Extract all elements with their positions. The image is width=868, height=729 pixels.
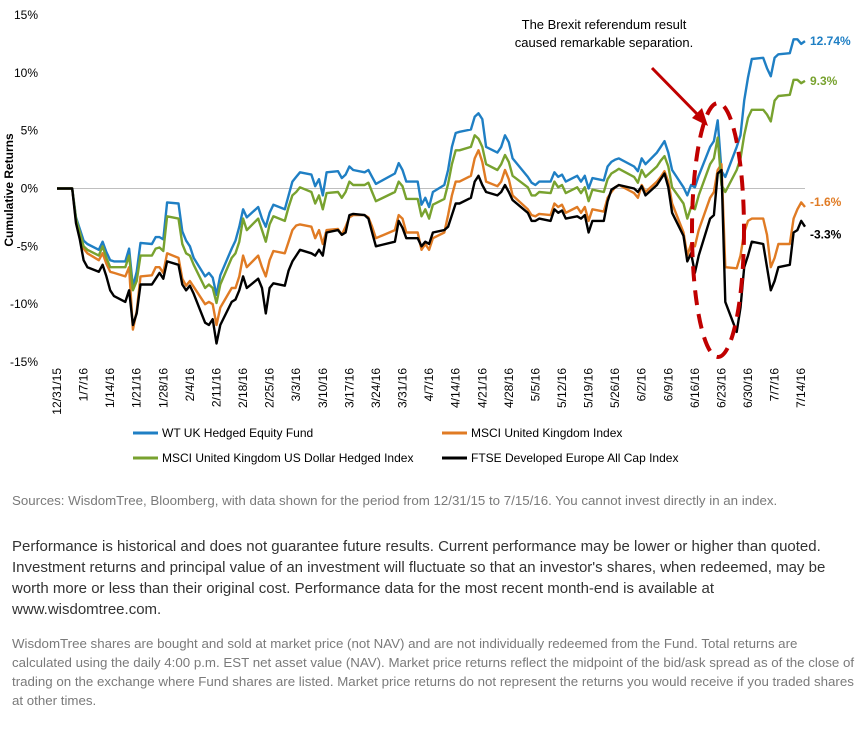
end-label-1: 12.74% <box>810 34 851 48</box>
x-tick-label: 2/11/16 <box>209 368 223 407</box>
x-tick-label: 3/17/16 <box>342 368 356 408</box>
series-line-4 <box>57 168 807 345</box>
x-tick-label: 3/31/16 <box>396 368 410 408</box>
y-tick-label: 0% <box>21 182 39 196</box>
x-tick-label: 6/30/16 <box>741 368 755 408</box>
x-tick-label: 6/16/16 <box>688 368 702 408</box>
x-tick-label: 4/21/16 <box>475 368 489 408</box>
legend-label-3: MSCI United Kingdom US Dollar Hedged Ind… <box>162 451 413 465</box>
x-tick-label: 2/18/16 <box>236 368 250 408</box>
x-tick-label: 1/21/16 <box>130 368 144 408</box>
x-tick-label: 6/23/16 <box>714 368 728 408</box>
y-tick-label: 15% <box>14 8 38 22</box>
x-tick-label: 2/25/16 <box>263 368 277 408</box>
x-tick-label: 4/7/16 <box>422 368 436 402</box>
brexit-annotation: The Brexit referendum result caused rema… <box>515 17 746 359</box>
x-tick-label: 5/26/16 <box>608 368 622 408</box>
y-tick-label: -15% <box>10 355 38 369</box>
x-tick-label: 7/14/16 <box>794 368 808 408</box>
x-tick-label: 5/19/16 <box>582 368 596 408</box>
x-tick-label: 6/9/16 <box>661 368 675 402</box>
annotation-arrow-shaft <box>650 66 702 119</box>
x-tick-label: 3/10/16 <box>316 368 330 408</box>
annotation-arrow-head <box>692 108 708 126</box>
y-axis-label: Cumulative Returns <box>2 133 16 247</box>
series-lines <box>57 38 807 345</box>
end-label-2: -1.6% <box>810 195 842 209</box>
sources-note: Sources: WisdomTree, Bloomberg, with dat… <box>12 493 778 508</box>
x-tick-label: 1/7/16 <box>77 368 91 402</box>
x-tick-label: 5/5/16 <box>528 368 542 402</box>
market-price-disclaimer: WisdomTree shares are bought and sold at… <box>12 636 855 708</box>
legend: WT UK Hedged Equity Fund MSCI United King… <box>133 426 678 465</box>
series-line-1 <box>57 38 806 297</box>
y-tick-label: 5% <box>21 124 39 138</box>
performance-disclaimer: Performance is historical and does not g… <box>12 538 826 618</box>
x-tick-label: 5/12/16 <box>555 368 569 408</box>
x-tick-label: 2/4/16 <box>183 368 197 402</box>
x-tick-label: 4/28/16 <box>502 368 516 408</box>
legend-label-2: MSCI United Kingdom Index <box>471 426 622 440</box>
annotation-line-2: caused remarkable separation. <box>515 35 694 50</box>
legend-label-1: WT UK Hedged Equity Fund <box>162 426 313 440</box>
x-tick-label: 4/14/16 <box>449 368 463 408</box>
series-line-3 <box>57 78 806 305</box>
x-tick-label: 6/2/16 <box>635 368 649 402</box>
x-axis: 12/31/15 1/7/16 1/14/16 1/21/16 1/28/16 2/4/1… <box>50 368 808 415</box>
x-tick-label: 1/14/16 <box>103 368 117 408</box>
y-tick-label: 10% <box>14 66 38 80</box>
x-tick-label: 12/31/15 <box>50 368 64 415</box>
end-label-3: 9.3% <box>810 74 838 88</box>
end-labels: 12.74% -1.6% 9.3% -3.3% <box>810 34 851 242</box>
y-tick-label: -5% <box>17 239 39 253</box>
legend-label-4: FTSE Developed Europe All Cap Index <box>471 451 678 465</box>
end-label-4: -3.3% <box>810 228 842 242</box>
x-tick-label: 1/28/16 <box>156 368 170 408</box>
series-line-2 <box>57 149 806 331</box>
annotation-ellipse <box>690 101 746 359</box>
x-tick-label: 7/7/16 <box>768 368 782 402</box>
x-tick-label: 3/24/16 <box>369 368 383 408</box>
line-chart: 15% 10% 5% 0% -5% -10% -15% Cumulative Returns… <box>2 8 851 465</box>
x-tick-label: 3/3/16 <box>289 368 303 402</box>
y-axis: 15% 10% 5% 0% -5% -10% -15% <box>10 8 38 369</box>
annotation-line-1: The Brexit referendum result <box>522 17 687 32</box>
y-tick-label: -10% <box>10 297 38 311</box>
